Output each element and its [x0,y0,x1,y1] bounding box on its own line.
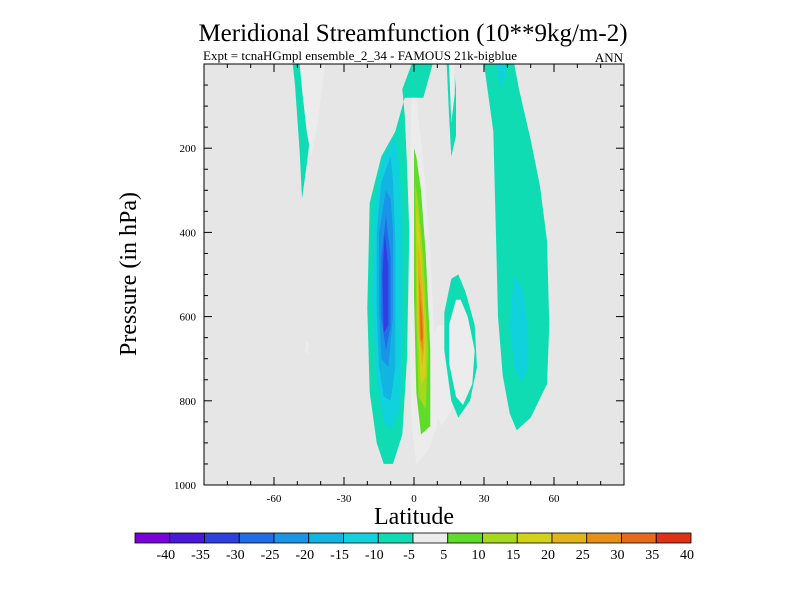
contour-layer [292,64,550,464]
contour-region-17 [449,299,475,405]
colorbar-swatch [482,532,518,544]
colorbar-label: -10 [365,548,384,563]
colorbar-swatch [273,532,310,544]
x-tick-label: 0 [411,493,417,505]
x-tick-label: 60 [549,493,561,505]
colorbar: -40 -35 -30 -25 -20 -15 -10 -5 5 10 15 20 25 30 35 40 [134,532,694,563]
colorbar-label: -25 [261,548,280,563]
contour-region-21 [495,64,505,90]
colorbar-label: -35 [191,548,210,563]
colorbar-swatch [655,532,692,544]
x-tick-label: 30 [479,493,491,505]
colorbar-label: 15 [506,548,520,563]
colorbar-swatch [238,532,275,544]
colorbar-label: 5 [440,548,447,563]
contour-region-7 [382,232,389,334]
colorbar-swatch [551,532,588,544]
contour-region-23 [304,339,309,355]
colorbar-label: 35 [645,548,659,563]
y-tick-label: 400 [180,227,197,239]
colorbar-swatch [204,532,240,544]
chart-title: Meridional Streamfunction (10**9kg/m-2) [198,20,627,47]
colorbar-label: -20 [295,548,314,563]
y-tick-label: 1000 [174,480,197,492]
colorbar-swatch [412,532,449,544]
colorbar-swatch [308,532,344,544]
colorbar-swatch [377,532,414,544]
colorbar-swatch [343,532,379,544]
colorbar-label: 25 [576,548,590,563]
colorbar-label: -15 [330,548,349,563]
colorbar-swatch [447,532,483,544]
colorbar-label: -40 [156,548,175,563]
x-tick-label: -60 [267,493,282,505]
colorbar-swatch [169,532,205,544]
colorbar-label: -5 [403,548,415,563]
axis-ticks: -60 -30 0 30 60 200 400 600 800 1000 [174,64,624,505]
contour-region-19 [449,64,455,123]
colorbar-label: 10 [472,548,486,563]
y-axis-label: Pressure (in hPa) [116,192,142,356]
x-axis-label: Latitude [374,504,454,530]
contour-region-14 [419,299,423,342]
x-tick-label: -30 [337,493,352,505]
colorbar-label: -30 [226,548,245,563]
contour-region-24 [450,337,455,353]
chart-subtitle: Expt = tcnaHGmpl ensemble_2_34 - FAMOUS … [203,48,517,63]
season-label: ANN [595,50,624,65]
colorbar-swatch [134,532,171,544]
colorbar-label: 30 [611,548,625,563]
colorbar-label: 20 [541,548,555,563]
y-tick-label: 600 [180,312,197,324]
contour-region-22 [509,274,529,384]
colorbar-label: 40 [680,548,694,563]
colorbar-swatch [621,532,657,544]
contour-region-20 [484,64,550,431]
colorbar-swatch [586,532,622,544]
contour-region-1 [299,64,326,157]
y-tick-label: 200 [180,143,197,155]
colorbar-swatch [516,532,553,544]
y-tick-label: 800 [180,396,197,408]
